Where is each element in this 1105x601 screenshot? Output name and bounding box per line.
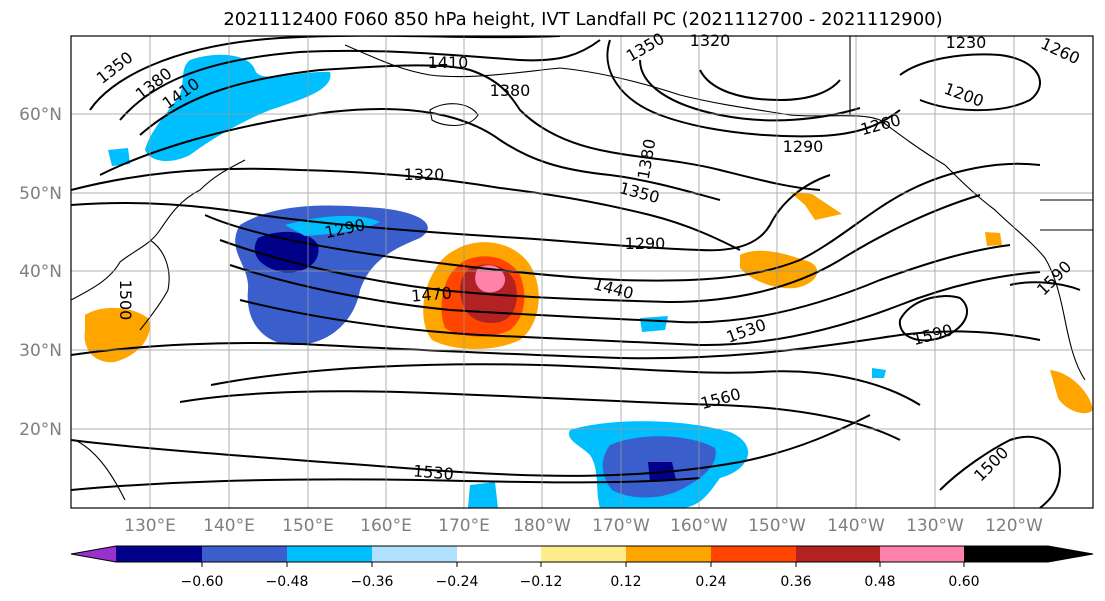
colorbar-tick-label: 0.12: [610, 574, 641, 590]
colorbar-bin: [541, 546, 626, 562]
lon-label: 140°E: [203, 516, 255, 536]
lon-label: 180°W: [513, 516, 571, 536]
coastlines: [71, 36, 1093, 501]
lat-axis: 60°N 50°N 40°N 30°N 20°N: [19, 105, 62, 440]
colorbar: −0.60 −0.48 −0.36 −0.24 −0.12 0.12 0.24 …: [70, 545, 1094, 590]
contour-label: 1290: [783, 137, 824, 156]
colorbar-extend-high: [964, 546, 1093, 562]
gridlines: [71, 36, 1093, 508]
lon-label: 160°E: [360, 516, 412, 536]
contour-label: 1320: [690, 31, 731, 50]
lat-label: 60°N: [19, 105, 62, 125]
map-panel: 1350 1380 1410 1410 1380 1350 1320 1230 …: [19, 29, 1094, 536]
contour-label: 1320: [404, 165, 445, 184]
contour-label: 1380: [490, 81, 531, 100]
lat-label: 40°N: [19, 262, 62, 282]
colorbar-bin: [372, 546, 457, 562]
contour-label: 1410: [428, 53, 469, 72]
colorbar-bin: [287, 546, 372, 562]
contour-label: 1230: [946, 33, 987, 52]
colorbar-tick-label: −0.48: [266, 574, 309, 590]
colorbar-tick-label: 0.36: [780, 574, 811, 590]
lat-label: 20°N: [19, 420, 62, 440]
contour-label: 1290: [625, 234, 666, 253]
lat-label: 50°N: [19, 184, 62, 204]
colorbar-tick-label: −0.60: [181, 574, 224, 590]
lat-label: 30°N: [19, 341, 62, 361]
lon-label: 170°E: [438, 516, 490, 536]
colorbar-bin: [880, 546, 964, 562]
colorbar-ticks: [201, 562, 965, 567]
colorbar-extend-low: [71, 546, 116, 562]
lon-axis: 130°E 140°E 150°E 160°E 170°E 180°W 170°…: [124, 516, 1043, 536]
lon-label: 120°W: [985, 516, 1043, 536]
colorbar-bin: [626, 546, 711, 562]
figure-title: 2021112400 F060 850 hPa height, IVT Land…: [223, 9, 942, 30]
colorbar-bin: [116, 546, 202, 562]
colorbar-tick-label: 0.48: [864, 574, 895, 590]
contour-label: 1500: [116, 280, 135, 321]
lon-label: 130°W: [906, 516, 964, 536]
contour-label: 1470: [410, 283, 452, 305]
colorbar-tick-label: 0.60: [948, 574, 979, 590]
lon-label: 170°W: [592, 516, 650, 536]
contour-label: 1530: [412, 461, 454, 483]
ivt-negative-north: [108, 54, 331, 166]
colorbar-tick-label: −0.24: [436, 574, 479, 590]
lon-label: 130°E: [124, 516, 176, 536]
colorbar-outline: [70, 545, 1094, 563]
colorbar-bin: [711, 546, 796, 562]
colorbar-segments: [71, 546, 1093, 562]
colorbar-bin: [796, 546, 880, 562]
colorbar-bin: [202, 546, 287, 562]
lon-label: 150°W: [748, 516, 806, 536]
map-frame: [70, 35, 1094, 509]
lon-label: 160°W: [670, 516, 728, 536]
colorbar-tick-label: 0.24: [695, 574, 726, 590]
colorbar-bin: [457, 546, 541, 562]
colorbar-tick-label: −0.36: [351, 574, 394, 590]
colorbar-tick-label: −0.12: [520, 574, 563, 590]
lon-label: 140°W: [827, 516, 885, 536]
lon-label: 150°E: [282, 516, 334, 536]
